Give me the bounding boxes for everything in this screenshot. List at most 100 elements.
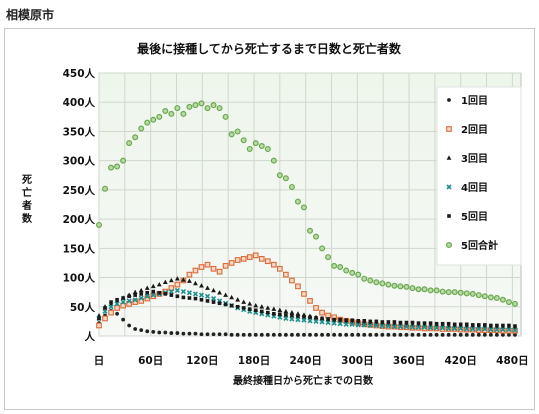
data-point bbox=[386, 320, 391, 324]
data-point bbox=[295, 283, 301, 290]
data-point bbox=[290, 332, 294, 337]
data-point-stroke bbox=[458, 325, 464, 331]
data-point bbox=[506, 327, 512, 333]
data-point bbox=[416, 332, 421, 337]
y-axis-label-char: 亡 bbox=[22, 186, 32, 199]
data-point-stroke bbox=[138, 295, 144, 301]
data-point bbox=[150, 283, 156, 289]
data-point bbox=[151, 330, 156, 334]
data-point bbox=[241, 299, 247, 304]
data-point-stroke bbox=[325, 319, 331, 326]
data-point bbox=[198, 100, 205, 107]
data-point bbox=[235, 297, 241, 302]
data-point bbox=[217, 332, 222, 337]
data-point bbox=[253, 303, 259, 308]
data-point bbox=[253, 308, 258, 313]
data-point bbox=[187, 296, 192, 300]
data-point bbox=[193, 331, 198, 336]
data-point bbox=[240, 256, 247, 262]
data-point bbox=[464, 322, 469, 327]
data-point bbox=[343, 321, 349, 327]
data-point bbox=[102, 308, 108, 315]
data-point bbox=[168, 289, 174, 295]
y-tick-label: 50人 bbox=[70, 301, 96, 314]
data-point bbox=[253, 332, 258, 337]
data-point bbox=[475, 292, 482, 299]
data-point bbox=[162, 107, 169, 114]
data-point bbox=[427, 287, 434, 294]
data-point bbox=[308, 332, 312, 337]
data-point-stroke bbox=[500, 327, 506, 333]
data-point-stroke bbox=[126, 298, 132, 304]
data-point bbox=[168, 110, 175, 117]
data-point bbox=[513, 324, 517, 328]
x-tick-label: 180日 bbox=[238, 355, 270, 367]
legend-label: 5回合計 bbox=[461, 239, 498, 252]
data-point bbox=[163, 292, 168, 296]
data-point-stroke bbox=[421, 324, 428, 330]
data-point bbox=[109, 300, 113, 304]
data-point bbox=[398, 320, 403, 325]
y-axis-label-char: 死 bbox=[22, 174, 32, 186]
data-point bbox=[150, 116, 157, 123]
legend-box bbox=[436, 86, 522, 266]
data-point bbox=[313, 305, 319, 311]
data-point bbox=[307, 298, 313, 304]
data-point bbox=[457, 289, 464, 296]
data-point bbox=[470, 323, 475, 327]
data-point bbox=[332, 332, 337, 337]
data-point bbox=[343, 267, 350, 274]
data-point bbox=[199, 297, 204, 302]
data-point bbox=[290, 313, 294, 318]
data-point bbox=[350, 332, 355, 337]
data-point-stroke bbox=[210, 296, 217, 302]
data-point-stroke bbox=[506, 327, 512, 333]
data-point bbox=[181, 331, 186, 336]
data-point bbox=[186, 290, 192, 296]
data-point bbox=[463, 290, 470, 297]
data-point bbox=[114, 301, 120, 307]
data-point bbox=[204, 293, 211, 299]
data-point bbox=[470, 326, 476, 332]
data-point bbox=[314, 332, 318, 337]
data-point bbox=[494, 327, 500, 333]
data-point-stroke bbox=[494, 327, 500, 333]
data-point-stroke bbox=[476, 326, 482, 332]
data-point-stroke bbox=[120, 299, 126, 305]
data-point bbox=[284, 313, 288, 317]
data-point bbox=[507, 332, 511, 337]
x-tick-label: 60日 bbox=[138, 355, 163, 367]
data-point bbox=[421, 324, 428, 330]
data-point bbox=[356, 332, 361, 337]
data-point bbox=[229, 332, 234, 337]
data-point bbox=[470, 332, 475, 337]
y-tick-labels: 人 50人 100人 150人 200人 250人 300人 350人 400人 450人 bbox=[63, 67, 96, 343]
data-point bbox=[477, 323, 481, 327]
data-point-stroke bbox=[428, 325, 434, 331]
data-point bbox=[283, 332, 288, 337]
data-point bbox=[320, 316, 324, 321]
data-point bbox=[392, 320, 397, 324]
data-point bbox=[289, 316, 295, 322]
data-point bbox=[144, 293, 150, 299]
data-point bbox=[289, 310, 295, 315]
data-point bbox=[349, 269, 356, 276]
legend-label: 3回目 bbox=[461, 153, 488, 165]
data-point bbox=[422, 332, 427, 337]
data-point-stroke bbox=[301, 317, 307, 323]
data-point-stroke bbox=[168, 289, 174, 295]
data-point-stroke bbox=[385, 323, 391, 329]
data-point bbox=[319, 309, 325, 316]
data-point-stroke bbox=[319, 319, 325, 325]
data-point-stroke bbox=[415, 324, 422, 330]
data-point bbox=[464, 332, 469, 337]
chart-title: 最後に接種してから死亡するまで日数と死亡者数 bbox=[137, 41, 402, 56]
data-point bbox=[374, 319, 379, 324]
data-point bbox=[186, 271, 193, 278]
data-point bbox=[222, 113, 229, 120]
data-point bbox=[283, 315, 289, 322]
data-point bbox=[193, 280, 198, 286]
x-tick-label: 240日 bbox=[289, 355, 321, 367]
data-point bbox=[132, 297, 138, 303]
data-point bbox=[428, 332, 433, 337]
